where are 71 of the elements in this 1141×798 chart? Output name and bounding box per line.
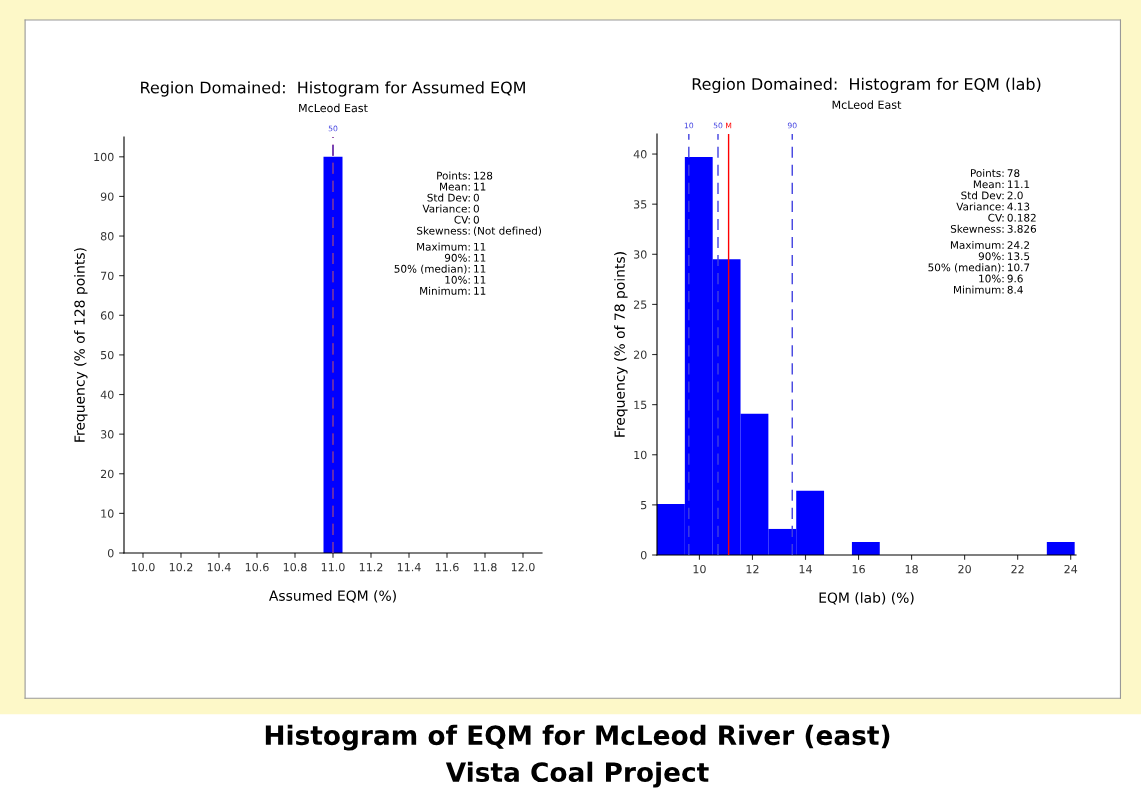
x-tick-label: 11.2 [359, 562, 383, 572]
text: Vista Coal Project [445, 761, 709, 788]
annotation: 10%: 11 [445, 275, 486, 284]
annotation: Maximum: 11 [417, 242, 486, 251]
y-tick-label: 20 [633, 350, 647, 359]
y-tick-label: 70 [101, 271, 114, 281]
y-tick-label: 90 [100, 192, 114, 201]
y-tick-label: 20 [100, 469, 114, 479]
y-tick-label: 50 [101, 350, 114, 360]
y-axis-title: Frequency (% of 78 points) [614, 252, 628, 437]
annotation: 50% (median): 11 [394, 264, 486, 274]
chart-subtitle: McLeod East [832, 100, 902, 109]
annotation: Skewness: 3.826 [950, 224, 1037, 233]
y-tick-label: 35 [633, 200, 647, 209]
annotation: Minimum: 11 [420, 286, 486, 295]
x-tick-label: 10.8 [283, 562, 307, 572]
x-tick-label: 10.6 [245, 562, 269, 572]
x-tick-label: 10.4 [207, 562, 231, 572]
chart-title: Region Domained: Histogram for EQM (lab) [692, 77, 1041, 94]
x-tick-label: 18 [905, 564, 918, 574]
annotation: 90%: 11 [444, 253, 486, 262]
x-tick-label: 11.6 [435, 562, 459, 572]
annotation: Mean: 11 [440, 182, 486, 191]
annotation: 10%: 9.6 [979, 274, 1023, 283]
x-tick-label: 20 [958, 564, 971, 574]
annotation: Minimum: 8.4 [954, 285, 1023, 294]
annotation: Skewness: (Not defined) [417, 226, 542, 236]
x-tick-label: 12 [746, 564, 759, 574]
y-tick-label: 25 [633, 300, 647, 309]
x-tick-label: 10.0 [131, 562, 155, 572]
y-tick-label: 30 [100, 430, 114, 439]
x-tick-label: 24 [1064, 564, 1078, 574]
annotation: Points: 128 [437, 171, 493, 180]
y-tick-label: 60 [100, 311, 114, 320]
x-tick-label: 16 [852, 564, 865, 574]
x-tick-label: 11.0 [321, 562, 345, 572]
annotation: Variance: 4.13 [956, 202, 1030, 211]
chart-title: Region Domained: Histogram for Assumed EQM [141, 81, 525, 97]
y-tick-label: 15 [634, 400, 647, 410]
x-axis-title: EQM (lab) (%) [819, 592, 914, 605]
x-tick-label: 11.8 [473, 562, 497, 572]
y-tick-label: 80 [100, 232, 114, 241]
y-tick-label: 0 [640, 550, 647, 560]
annotation: Points: 78 [971, 168, 1020, 178]
x-tick-label: 22 [1011, 564, 1024, 574]
annotation: Mean: 11.1 [973, 180, 1030, 189]
text: Histogram of EQM for McLeod River (east) [265, 724, 890, 751]
annotation: 90%: 13.5 [978, 252, 1030, 261]
x-tick-label: 14 [799, 565, 812, 574]
y-tick-label: 10 [101, 509, 114, 518]
chart-subtitle: McLeod East [299, 103, 368, 113]
annotation: Std Dev: 0 [427, 193, 479, 202]
annotation: Std Dev: 2.0 [961, 191, 1023, 200]
y-axis-title: Frequency (% of 128 points) [74, 248, 88, 442]
y-tick-label: 5 [641, 501, 647, 510]
x-tick-label: 12.0 [511, 562, 535, 572]
x-tick-label: 10.2 [169, 562, 193, 572]
y-tick-label: 40 [100, 390, 114, 399]
y-tick-label: 10 [634, 450, 647, 460]
annotation: 50% (median): 10.7 [928, 263, 1030, 273]
y-tick-label: 0 [107, 548, 114, 558]
annotation: CV: 0 [454, 215, 479, 224]
annotation: Variance: 0 [422, 204, 479, 213]
annotation: CV: 0.182 [988, 213, 1036, 222]
x-axis-title: Assumed EQM (%) [269, 590, 396, 603]
y-tick-label: 30 [633, 250, 647, 259]
x-tick-label: 11.4 [397, 563, 421, 572]
annotation: Maximum: 24.2 [950, 240, 1030, 250]
y-tick-label: 40 [633, 150, 647, 159]
x-tick-label: 10 [693, 564, 706, 574]
y-tick-label: 100 [94, 152, 114, 162]
